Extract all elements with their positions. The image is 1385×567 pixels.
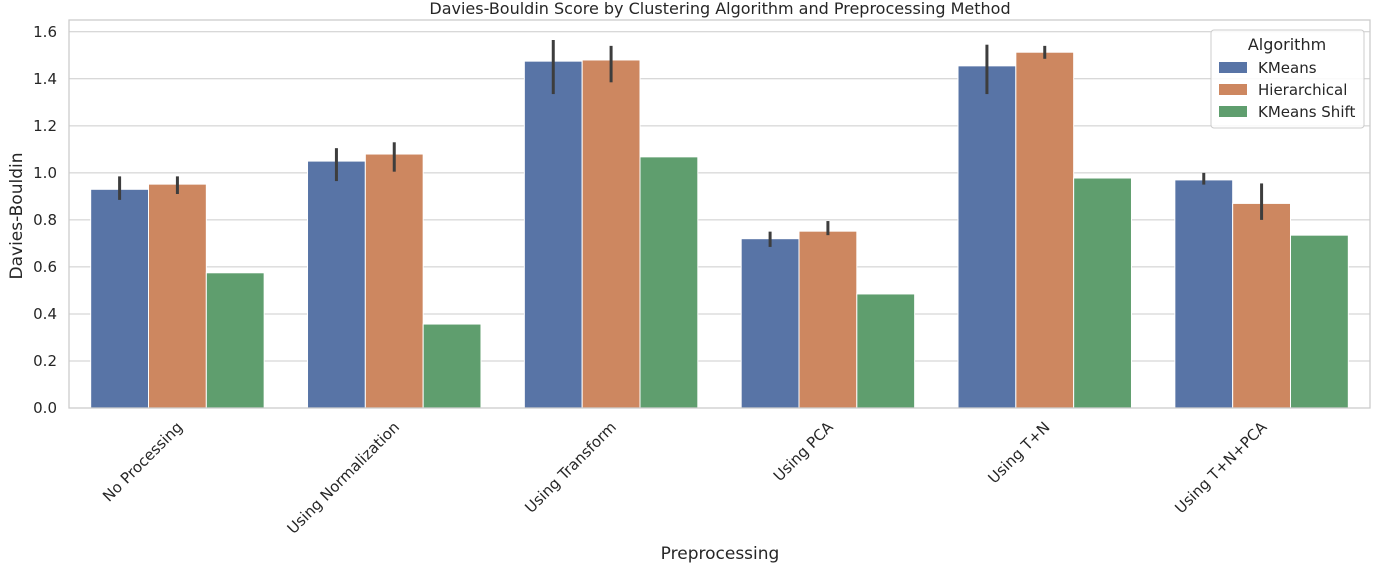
legend-label: KMeans Shift bbox=[1258, 103, 1356, 121]
x-axis-label: Preprocessing bbox=[661, 544, 780, 564]
legend-label: KMeans bbox=[1258, 59, 1317, 77]
y-tick-label: 0.8 bbox=[33, 211, 57, 229]
bar-kmeans bbox=[90, 188, 150, 409]
legend-box bbox=[1210, 29, 1365, 129]
legend-swatch bbox=[1219, 84, 1247, 95]
chart-title: Davies-Bouldin Score by Clustering Algor… bbox=[429, 0, 1010, 18]
y-tick-label: 1.2 bbox=[33, 117, 57, 135]
y-tick-label: 1.4 bbox=[33, 70, 57, 88]
bar-kmeans bbox=[740, 238, 800, 409]
bar-kmeans-shift bbox=[422, 323, 482, 409]
gridlines bbox=[69, 31, 1370, 409]
bar-hierarchical bbox=[1015, 51, 1075, 409]
y-tick-label: 1.0 bbox=[33, 164, 57, 182]
x-tick-label: Using PCA bbox=[770, 418, 837, 485]
y-tick-label: 0.6 bbox=[33, 258, 57, 276]
bars bbox=[90, 51, 1349, 409]
bar-kmeans-shift bbox=[1289, 234, 1349, 409]
bar-kmeans bbox=[957, 65, 1017, 409]
y-tick-label: 0.0 bbox=[33, 399, 57, 417]
bar-kmeans-shift bbox=[1073, 177, 1132, 409]
bar-kmeans-shift bbox=[639, 156, 699, 409]
plot-frame bbox=[68, 19, 1371, 409]
bar-kmeans-shift bbox=[856, 293, 916, 409]
legend-title: Algorithm bbox=[1248, 35, 1326, 54]
bar-hierarchical bbox=[1232, 202, 1291, 409]
x-tick-label: Using Transform bbox=[521, 418, 620, 517]
y-tick-labels: 0.0 0.2 0.4 0.6 0.8 1.0 1.2 1.4 1.6 bbox=[33, 23, 57, 417]
x-tick-labels: No Processing Using Normalization Using Tr… bbox=[99, 418, 1271, 538]
y-axis-label: Davies-Bouldin bbox=[7, 153, 27, 280]
x-tick-label: Using Normalization bbox=[284, 418, 404, 538]
bar-kmeans bbox=[523, 60, 583, 409]
bar-hierarchical bbox=[581, 59, 641, 409]
y-tick-label: 0.4 bbox=[33, 305, 57, 323]
legend-items: KMeans Hierarchical KMeans Shift bbox=[1219, 59, 1356, 121]
y-tick-label: 0.2 bbox=[33, 352, 57, 370]
x-tick-label: Using T+N+PCA bbox=[1171, 418, 1271, 518]
error-bars bbox=[118, 39, 1264, 247]
x-tick-label: Using T+N bbox=[984, 418, 1053, 487]
legend-label: Hierarchical bbox=[1258, 81, 1347, 99]
bar-kmeans bbox=[1174, 179, 1234, 409]
bar-kmeans bbox=[307, 160, 366, 409]
y-tick-label: 1.6 bbox=[33, 23, 57, 41]
x-tick-label: No Processing bbox=[99, 418, 186, 505]
bar-hierarchical bbox=[798, 230, 858, 409]
legend-swatch bbox=[1219, 62, 1247, 73]
bar-hierarchical bbox=[364, 153, 424, 409]
bar-kmeans-shift bbox=[205, 272, 265, 409]
legend: Algorithm KMeans Hierarchical KMeans Shift bbox=[1210, 29, 1365, 129]
legend-swatch bbox=[1219, 106, 1247, 117]
bar-hierarchical bbox=[148, 183, 207, 409]
